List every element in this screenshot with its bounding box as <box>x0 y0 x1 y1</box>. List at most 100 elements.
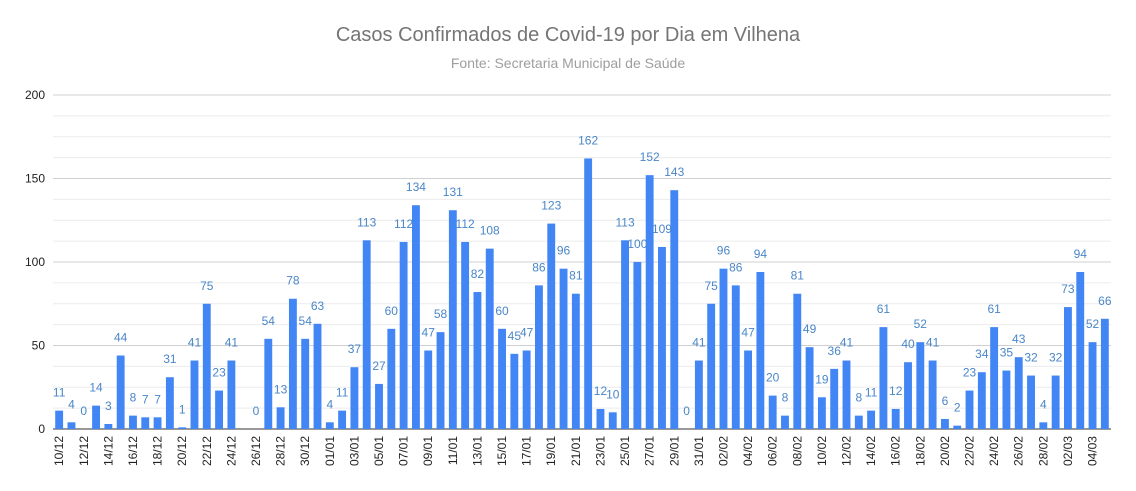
bar <box>977 372 986 429</box>
data-label: 63 <box>311 299 325 313</box>
data-label: 54 <box>299 314 313 328</box>
bar <box>1064 307 1072 429</box>
data-label: 7 <box>142 392 149 406</box>
x-tick-label: 27/01 <box>643 436 657 466</box>
bar <box>362 240 371 429</box>
bar <box>202 303 211 429</box>
bar <box>1076 272 1085 429</box>
bar <box>141 417 150 429</box>
bar <box>313 323 322 429</box>
bar <box>510 353 519 429</box>
data-label: 13 <box>274 382 288 396</box>
data-label: 113 <box>357 215 376 229</box>
x-tick-label: 31/01 <box>692 436 706 466</box>
data-label: 23 <box>212 366 226 380</box>
bar <box>707 303 716 429</box>
data-label: 41 <box>692 336 706 350</box>
x-tick-label: 18/02 <box>913 436 927 466</box>
data-label: 152 <box>640 150 660 164</box>
bar <box>227 360 236 429</box>
bar <box>805 347 814 429</box>
bar <box>928 360 937 429</box>
data-label: 8 <box>855 391 862 405</box>
data-label: 143 <box>664 165 684 179</box>
bar <box>387 328 396 429</box>
bar <box>473 292 482 429</box>
bar <box>879 327 888 429</box>
bar <box>264 338 273 429</box>
bar <box>633 262 642 429</box>
bar <box>990 327 999 429</box>
data-label: 36 <box>828 344 842 358</box>
x-tick-label: 20/12 <box>175 436 189 466</box>
data-label: 8 <box>782 391 789 405</box>
x-tick-label: 26/02 <box>1012 436 1026 466</box>
bar <box>596 408 605 429</box>
data-label: 43 <box>1012 332 1026 346</box>
data-label: 4 <box>326 397 333 411</box>
data-label: 37 <box>348 342 362 356</box>
data-label: 47 <box>741 326 755 340</box>
data-label: 58 <box>434 307 448 321</box>
x-tick-label: 24/12 <box>224 436 238 466</box>
data-label: 100 <box>627 237 647 251</box>
bar <box>1002 370 1011 429</box>
bar <box>584 158 593 429</box>
data-label: 12 <box>889 384 903 398</box>
data-label: 44 <box>114 331 128 345</box>
x-tick-label: 19/01 <box>544 436 558 466</box>
x-tick-label: 04/02 <box>741 436 755 466</box>
x-tick-label: 06/02 <box>766 436 780 466</box>
x-tick-label: 15/01 <box>495 436 509 466</box>
bar <box>965 390 974 429</box>
data-label: 61 <box>987 302 1001 316</box>
x-tick-label: 14/12 <box>101 436 115 466</box>
x-tick-label: 28/02 <box>1036 436 1050 466</box>
data-label: 94 <box>754 247 768 261</box>
x-tick-label: 10/02 <box>815 436 829 466</box>
y-tick-label: 50 <box>32 339 46 353</box>
bar <box>731 285 740 429</box>
data-label: 134 <box>406 180 426 194</box>
data-label: 113 <box>615 215 634 229</box>
x-tick-label: 05/01 <box>372 436 386 466</box>
data-label: 27 <box>372 359 386 373</box>
data-label: 35 <box>1000 346 1014 360</box>
data-label: 11 <box>865 386 878 400</box>
data-label: 82 <box>471 267 485 281</box>
bar <box>621 240 629 429</box>
y-axis-ticks: 0 50 100 150 200 <box>25 88 45 436</box>
bar <box>104 423 113 429</box>
data-label: 73 <box>1061 282 1075 296</box>
data-label: 96 <box>717 244 731 258</box>
data-label: 1 <box>179 402 186 416</box>
x-tick-label: 16/12 <box>126 436 140 466</box>
chart-subtitle: Fonte: Secretaria Municipal de Saúde <box>450 55 686 71</box>
data-label: 11 <box>53 386 66 400</box>
bar <box>719 268 728 429</box>
data-label: 8 <box>130 391 137 405</box>
data-label: 61 <box>877 302 891 316</box>
x-tick-label: 01/01 <box>323 436 337 466</box>
data-label: 75 <box>704 279 718 293</box>
data-label: 81 <box>569 269 583 283</box>
bar <box>178 427 187 429</box>
bar <box>67 422 76 429</box>
x-tick-label: 18/12 <box>151 436 165 466</box>
x-tick-label: 07/01 <box>397 436 411 466</box>
bar <box>288 298 297 429</box>
data-label: 52 <box>914 317 928 331</box>
bar <box>1027 375 1035 429</box>
bar <box>904 362 912 429</box>
data-label: 40 <box>901 337 915 351</box>
data-label: 54 <box>262 314 276 328</box>
y-tick-label: 100 <box>25 255 45 269</box>
x-tick-label: 02/02 <box>716 436 730 466</box>
bar <box>424 350 433 429</box>
x-tick-label: 25/01 <box>618 436 632 466</box>
x-tick-label: 22/12 <box>200 436 214 466</box>
x-axis-ticks: 10/12 12/12 14/12 16/12 18/12 20/12 22/12 24/12… <box>52 436 1099 466</box>
data-label: 0 <box>683 404 690 418</box>
x-tick-label: 14/02 <box>864 436 878 466</box>
bar <box>153 417 162 429</box>
